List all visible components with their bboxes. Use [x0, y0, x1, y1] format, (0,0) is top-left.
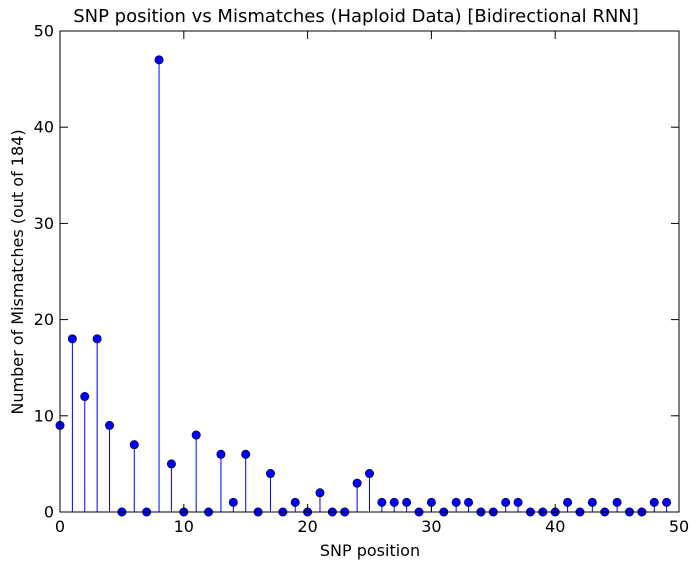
x-tick-label: 50: [669, 517, 689, 536]
stem-marker: [290, 497, 300, 507]
stem-marker: [191, 430, 201, 440]
stem-marker: [464, 497, 474, 507]
stem-marker: [129, 440, 139, 450]
stem-marker: [166, 459, 176, 469]
stem-marker: [105, 420, 115, 430]
x-axis-label: SNP position: [320, 541, 420, 560]
stem-marker: [612, 497, 622, 507]
stem-marker: [67, 334, 77, 344]
x-tick-label: 40: [545, 517, 565, 536]
stem-marker: [501, 497, 511, 507]
stem-marker: [513, 497, 523, 507]
stem-marker: [649, 497, 659, 507]
x-tick-label: 30: [421, 517, 441, 536]
y-tick-label: 10: [34, 406, 54, 425]
y-tick-label: 0: [44, 503, 54, 522]
y-axis-label: Number of Mismatches (out of 184): [8, 129, 27, 414]
stem-marker: [563, 497, 573, 507]
stem-marker: [92, 334, 102, 344]
x-tick-label: 20: [297, 517, 317, 536]
stem-marker: [352, 478, 362, 488]
stem-marker: [265, 469, 275, 479]
stem-marker: [228, 497, 238, 507]
stem-marker: [80, 392, 90, 402]
x-tick-label: 0: [55, 517, 65, 536]
stem-marker: [662, 497, 672, 507]
chart-title: SNP position vs Mismatches (Haploid Data…: [73, 6, 639, 27]
y-tick-label: 50: [34, 22, 54, 41]
x-tick-label: 10: [174, 517, 194, 536]
y-tick-label: 20: [34, 310, 54, 329]
y-tick-label: 40: [34, 118, 54, 137]
axis-ticks: 0 10 20 30 40 50 0 10 20 30 40 50: [34, 22, 690, 537]
plot-frame: [59, 30, 680, 513]
stem-marker: [402, 497, 412, 507]
stem-marker: [216, 449, 226, 459]
stem-marker: [154, 55, 164, 65]
stem-marks: [55, 55, 672, 517]
stem-marker: [389, 497, 399, 507]
stem-marker: [451, 497, 461, 507]
stem-marker: [364, 469, 374, 479]
stem-marker: [241, 449, 251, 459]
stem-marker: [587, 497, 597, 507]
stem-marker: [315, 488, 325, 498]
stem-marker: [377, 497, 387, 507]
y-tick-label: 30: [34, 214, 54, 233]
